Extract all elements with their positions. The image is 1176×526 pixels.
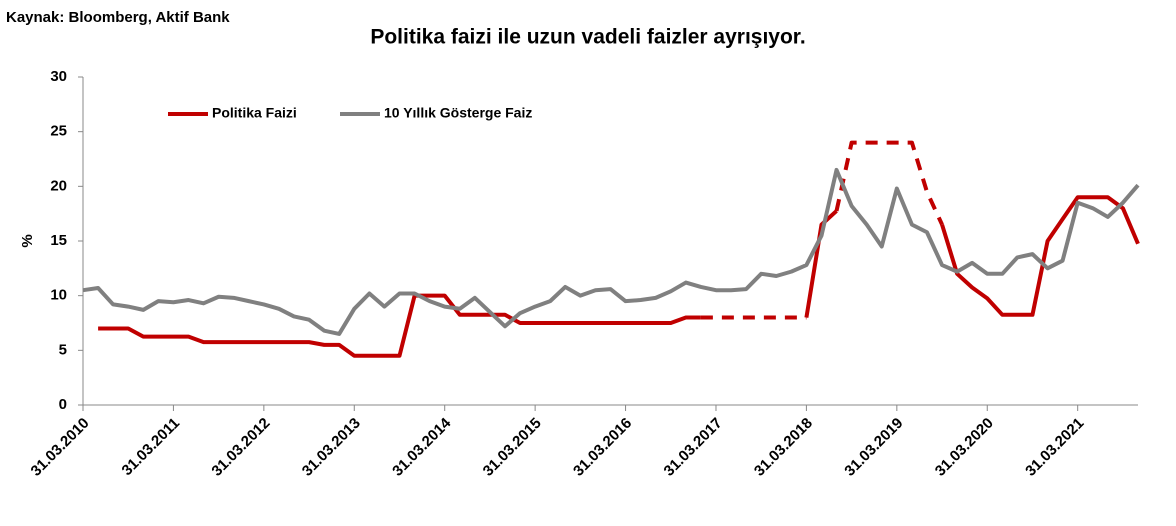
chart-title: Politika faizi ile uzun vadeli faizler a… <box>370 26 805 49</box>
y-tick-label: 30 <box>50 68 67 85</box>
x-tick-label: 31.03.2018 <box>751 415 816 480</box>
legend-label: 10 Yıllık Gösterge Faiz <box>384 105 532 121</box>
legend-label: Politika Faizi <box>212 105 297 121</box>
x-tick-label: 31.03.2010 <box>28 415 93 480</box>
x-tick-label: 31.03.2020 <box>932 415 997 480</box>
y-tick-label: 5 <box>59 341 67 358</box>
y-tick-label: 10 <box>50 287 67 304</box>
x-tick-label: 31.03.2016 <box>570 415 635 480</box>
line-series <box>98 293 701 358</box>
y-tick-label: 20 <box>50 177 67 194</box>
line-series <box>82 167 1140 336</box>
line-series <box>940 195 1140 317</box>
source: Kaynak: Bloomberg, Aktif Bank <box>6 9 230 26</box>
x-tick-label: 31.03.2014 <box>389 414 455 480</box>
y-tick-label: 25 <box>50 123 67 140</box>
x-tick-label: 31.03.2017 <box>661 415 726 480</box>
x-tick-label: 31.03.2019 <box>841 415 906 480</box>
line-series <box>804 209 838 318</box>
y-tick-label: 0 <box>59 396 67 413</box>
x-tick-label: 31.03.2011 <box>119 415 184 480</box>
y-tick-label: 15 <box>50 232 67 249</box>
x-tick-label: 31.03.2015 <box>480 415 545 480</box>
x-tick-label: 31.03.2012 <box>208 415 273 480</box>
x-tick-label: 31.03.2021 <box>1022 415 1087 480</box>
x-tick-label: 31.03.2013 <box>299 415 364 480</box>
y-axis-label: % <box>19 234 36 247</box>
line-series <box>834 140 944 226</box>
